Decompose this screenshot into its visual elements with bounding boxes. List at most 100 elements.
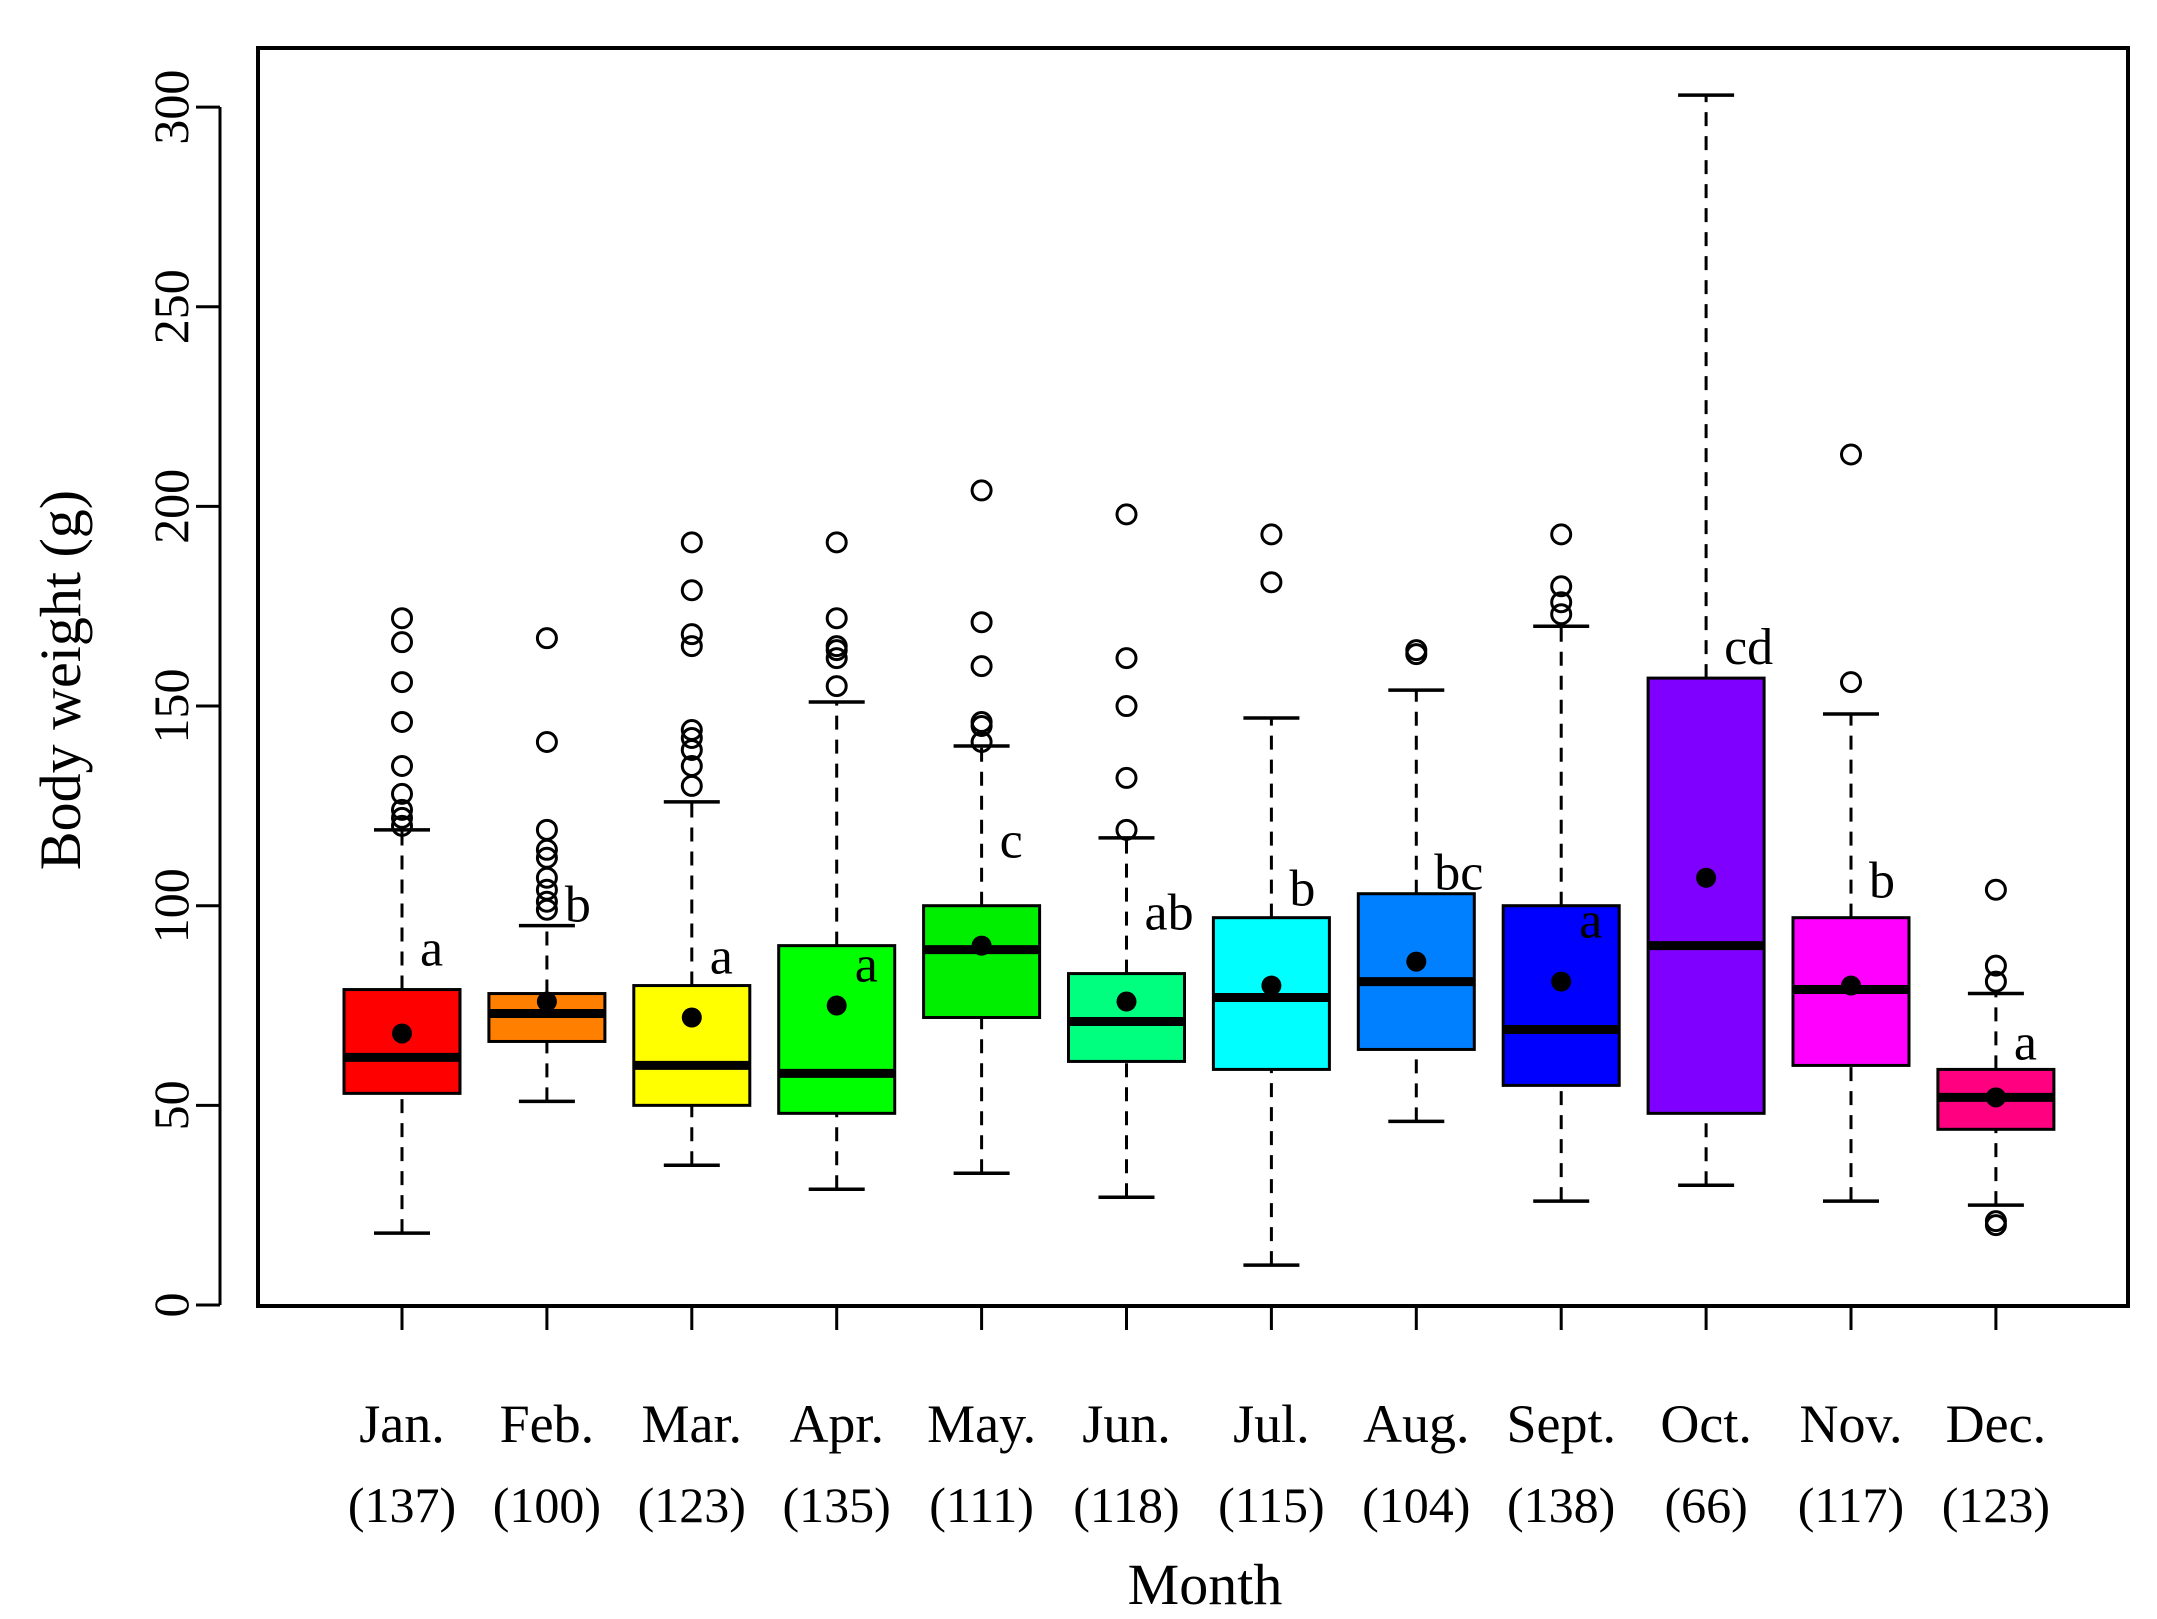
mean-point <box>1985 1087 2006 1108</box>
outlier-point <box>1115 695 1138 718</box>
y-tick-label: 200 <box>143 469 199 544</box>
sample-count-label: (123) <box>638 1477 746 1533</box>
mean-point <box>681 1007 702 1028</box>
y-tick-label: 50 <box>143 1080 199 1130</box>
box-group-may: c <box>922 479 1042 1175</box>
y-axis-title: Body weight (g) <box>28 490 93 870</box>
outlier-point <box>1260 523 1283 546</box>
outlier-point <box>825 607 848 630</box>
significance-letter: c <box>1000 813 1023 870</box>
significance-letter: b <box>565 877 591 934</box>
outlier-point <box>1115 766 1138 789</box>
sample-count-label: (123) <box>1942 1477 2050 1533</box>
outlier-point <box>680 531 703 554</box>
mean-point <box>1841 975 1861 996</box>
outlier-point <box>1115 818 1138 841</box>
outlier-point <box>680 754 703 777</box>
outlier-point <box>825 635 848 658</box>
outlier-point <box>535 818 558 841</box>
iqr-box <box>777 944 897 1115</box>
outlier-point <box>1550 523 1573 546</box>
mean-point <box>536 991 557 1012</box>
outlier-point <box>1260 571 1283 594</box>
outlier-point <box>970 479 993 502</box>
outlier-point <box>825 675 848 698</box>
mean-point <box>1116 991 1137 1012</box>
outlier-point <box>391 782 413 805</box>
significance-letter: ab <box>1145 884 1194 941</box>
sample-count-label: (111) <box>929 1477 1034 1533</box>
outlier-point <box>1984 1210 2007 1233</box>
y-tick-label: 150 <box>143 669 199 744</box>
iqr-box <box>632 984 752 1107</box>
mean-point <box>971 935 992 956</box>
box-group-jul: b <box>1211 523 1331 1267</box>
outlier-point <box>535 890 558 913</box>
box-group-mar: a <box>632 531 752 1167</box>
outlier-point <box>391 607 413 630</box>
significance-letter: a <box>1579 892 1602 949</box>
x-axis-title: Month <box>1128 1552 1283 1617</box>
outlier-point <box>391 806 413 829</box>
outlier-point <box>825 531 848 554</box>
outlier-point <box>1984 954 2007 977</box>
sample-count-label: (117) <box>1798 1477 1904 1533</box>
significance-letter: b <box>1289 861 1315 918</box>
x-tick-label: Feb. <box>500 1394 595 1454</box>
x-tick-label: Jan. <box>359 1394 444 1454</box>
outlier-point <box>535 627 558 650</box>
outlier-point <box>1550 603 1573 626</box>
sample-count-label: (115) <box>1218 1477 1324 1533</box>
sample-count-label: (138) <box>1507 1477 1615 1533</box>
y-tick-label: 300 <box>143 70 199 145</box>
mean-point <box>826 995 847 1016</box>
x-tick-label: Oct. <box>1660 1394 1751 1454</box>
x-axis-ticks: Jan. (137) Feb. (100) Mar. (123) Apr. (135) May.… <box>348 1304 2050 1533</box>
outlier-point <box>391 814 413 837</box>
outlier-point <box>535 866 558 889</box>
mean-point <box>1551 971 1572 992</box>
x-tick-label: Sept. <box>1506 1394 1616 1454</box>
box-group-jan: a <box>342 607 462 1235</box>
outlier-point <box>825 647 848 670</box>
box-group-sept: a <box>1501 523 1621 1203</box>
outlier-point <box>1550 575 1573 598</box>
x-tick-label: Mar. <box>642 1394 743 1454</box>
sample-count-label: (137) <box>348 1477 456 1533</box>
x-tick-label: Jun. <box>1082 1394 1171 1454</box>
outlier-point <box>1115 503 1138 526</box>
mean-point <box>1696 867 1717 888</box>
mean-point <box>392 1023 412 1044</box>
outlier-point <box>391 671 413 694</box>
outlier-point <box>391 631 413 654</box>
outlier-point <box>535 730 558 753</box>
outlier-point <box>535 846 558 869</box>
box-group-apr: a <box>777 531 897 1191</box>
significance-letter: cd <box>1724 619 1773 676</box>
iqr-box <box>922 904 1042 1020</box>
outlier-point <box>391 798 413 821</box>
box-group-nov: b <box>1791 443 1911 1203</box>
significance-letter: a <box>710 928 733 985</box>
box-group-jun: ab <box>1067 503 1194 1199</box>
plot-frame <box>256 46 2130 1308</box>
outlier-point <box>1405 639 1428 662</box>
outlier-point <box>1840 671 1862 694</box>
outlier-point <box>535 878 558 901</box>
significance-letter: a <box>420 920 443 977</box>
outlier-point <box>1550 591 1573 614</box>
outlier-point <box>680 774 703 797</box>
significance-letter: a <box>2014 1014 2037 1071</box>
y-tick-label: 250 <box>143 269 199 344</box>
x-tick-label: May. <box>927 1394 1036 1454</box>
outlier-point <box>970 711 993 734</box>
sample-count-label: (66) <box>1664 1477 1747 1533</box>
outlier-point <box>1984 878 2007 901</box>
x-tick-label: Dec. <box>1946 1394 2046 1454</box>
iqr-box <box>1646 676 1766 1115</box>
outlier-point <box>680 726 703 749</box>
y-tick-label: 0 <box>143 1293 199 1318</box>
significance-letter: b <box>1869 853 1895 910</box>
